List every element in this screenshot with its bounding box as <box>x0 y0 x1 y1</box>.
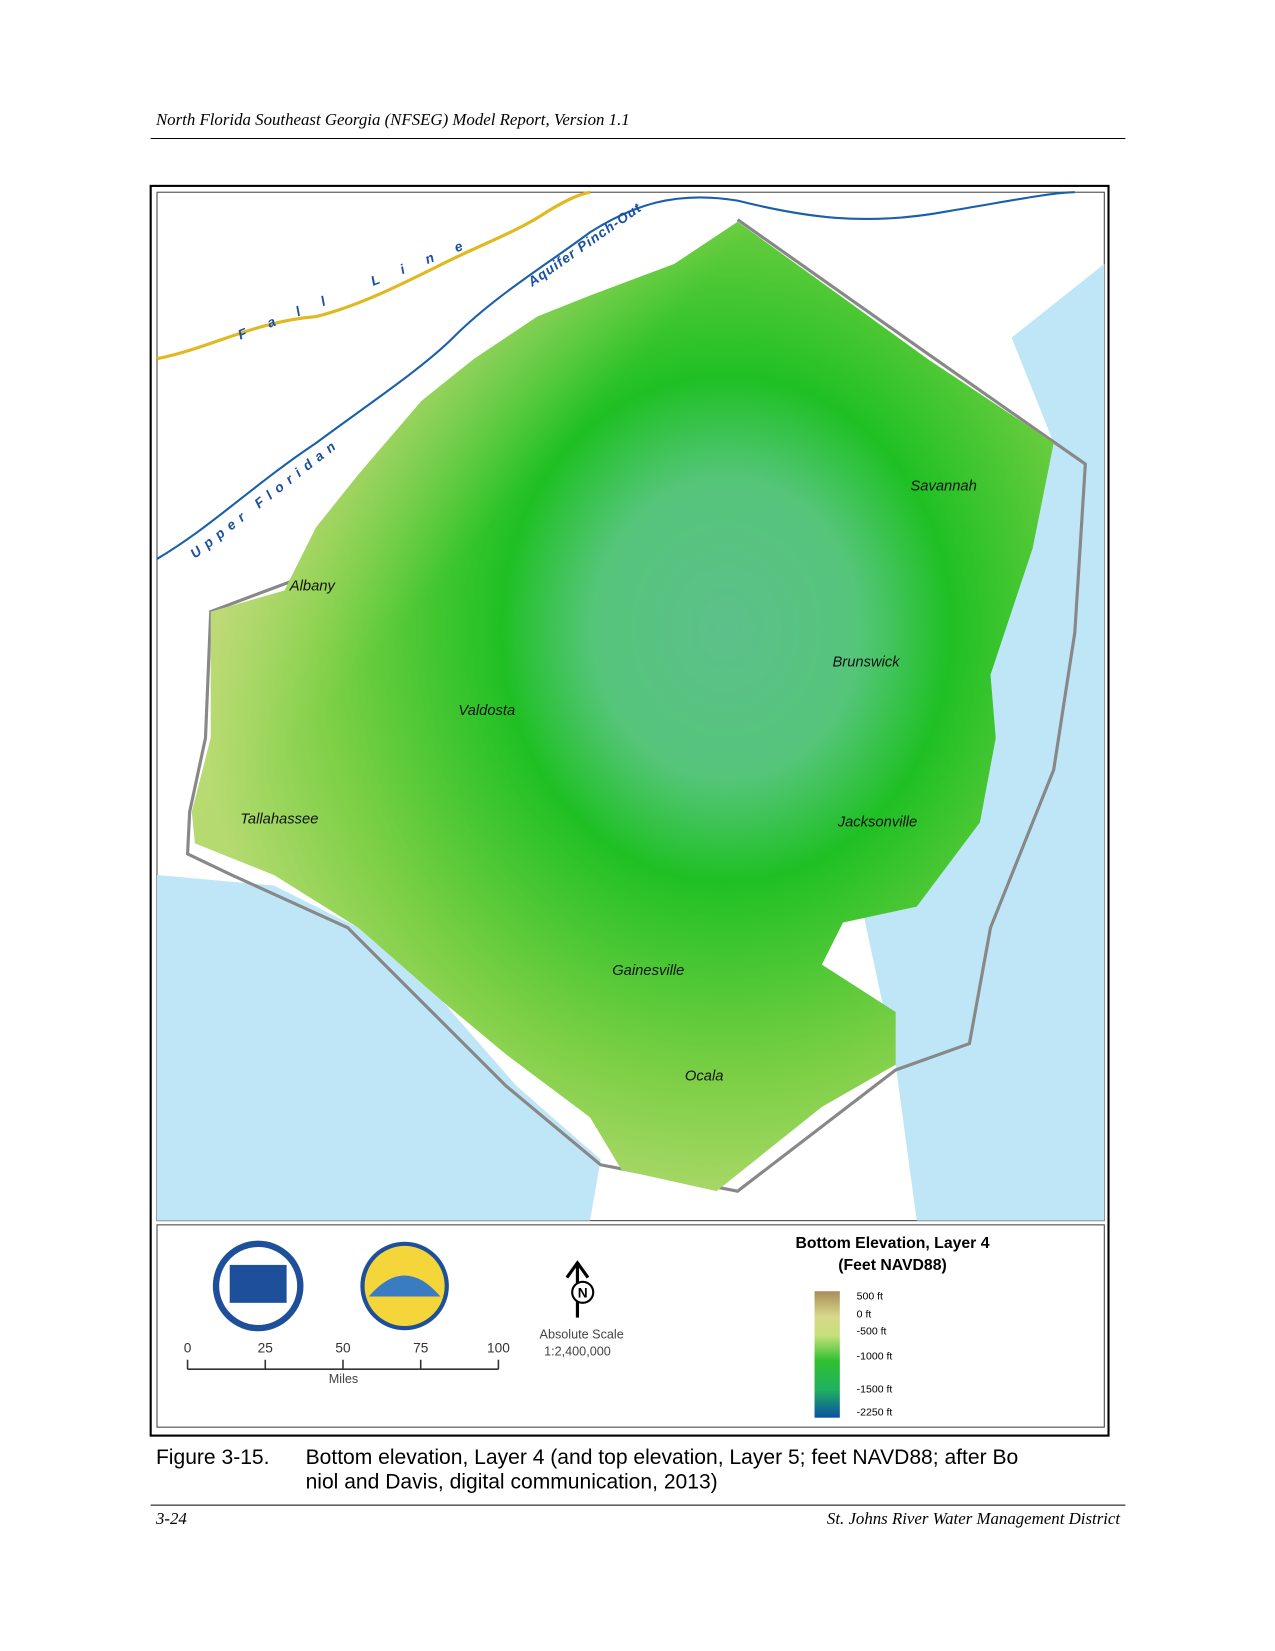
footer-publisher: St. Johns River Water Management Distric… <box>827 1509 1121 1528</box>
legend-tick-label: -2250 ft <box>857 1407 893 1419</box>
city-label: Gainesville <box>612 963 684 979</box>
map: Fall Line Upper Floridan Aquifer Pinch-O… <box>156 190 1105 1221</box>
fall-line <box>156 190 591 361</box>
north-arrow: N <box>565 1260 595 1318</box>
legend-ramp <box>814 1291 840 1418</box>
scale-unit: Miles <box>329 1372 358 1386</box>
scale-tick-label: 75 <box>413 1340 429 1355</box>
gulf <box>157 875 601 1221</box>
legend-ticks: 500 ft 0 ft -500 ft -1000 ft -1500 ft -2250 f… <box>857 1291 893 1419</box>
srwmd-logo-mark <box>368 1275 441 1297</box>
north-label: N <box>578 1286 588 1301</box>
elevation-highs <box>191 221 1054 1192</box>
pinch-out-line <box>156 191 1075 560</box>
scale-tick-label: 100 <box>487 1340 510 1355</box>
legend-tick-label: -1500 ft <box>857 1383 893 1395</box>
city-label: Jacksonville <box>837 815 918 831</box>
legend-title: Bottom Elevation, Layer 4 <box>795 1235 989 1252</box>
city-label: Tallahassee <box>240 811 318 827</box>
city-label: Ocala <box>685 1069 724 1085</box>
legend-subtitle: (Feet NAVD88) <box>838 1257 947 1274</box>
scale-ratio: 1:2,400,000 <box>544 1345 611 1359</box>
city-label: Albany <box>289 579 337 595</box>
caption-line: niol and Davis, digital communication, 2… <box>306 1470 718 1493</box>
legend-tick-label: -1000 ft <box>857 1351 893 1363</box>
legend-panel <box>156 1224 1105 1428</box>
legend-tick-label: -500 ft <box>857 1325 887 1337</box>
city-label: Brunswick <box>832 654 900 670</box>
scale-bar: 0 25 50 75 100 <box>184 1340 510 1371</box>
scale-title: Absolute Scale <box>540 1328 624 1342</box>
city-label: Valdosta <box>458 703 515 719</box>
scale-tick-label: 50 <box>335 1340 351 1355</box>
legend-tick-label: 500 ft <box>857 1291 883 1303</box>
scale-tick-label: 25 <box>258 1340 274 1355</box>
sjr-logo-mark <box>229 1264 287 1303</box>
caption-line: Bottom elevation, Layer 4 (and top eleva… <box>306 1446 1019 1469</box>
legend-tick-label: 0 ft <box>857 1309 872 1321</box>
caption-number: Figure 3-15. <box>156 1446 270 1469</box>
footer-page: 3-24 <box>155 1509 187 1528</box>
scale-tick-label: 0 <box>184 1340 192 1355</box>
header-title: North Florida Southeast Georgia (NFSEG) … <box>155 110 630 129</box>
model-boundary <box>185 218 1087 1193</box>
city-label: Savannah <box>910 478 976 494</box>
